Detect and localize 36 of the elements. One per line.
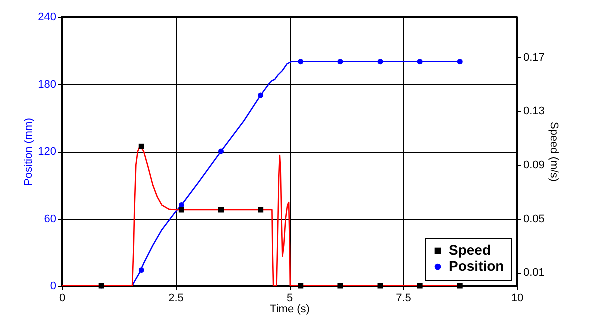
legend-label: Speed [449, 242, 492, 258]
x-tick-label: 7.5 [396, 292, 412, 304]
point [298, 59, 304, 65]
x-tick-label: 2.5 [168, 292, 184, 304]
x-tick-label: 5 [286, 292, 294, 304]
point [218, 148, 224, 154]
y2-tick-label: 0.05 [524, 213, 545, 226]
y-tick-label: 60 [44, 213, 56, 226]
point [298, 283, 304, 289]
y2-tick-label: 0.01 [524, 267, 545, 280]
point [258, 207, 264, 213]
point [138, 268, 144, 274]
y-axis-title: Position (mm) [23, 118, 36, 186]
y2-axis-title: Speed (m/s) [548, 122, 560, 182]
x-tick-label: 0 [59, 292, 66, 304]
y-tick-label: 120 [38, 146, 56, 158]
y-tick-label: 180 [38, 78, 56, 91]
y-tick-label: 0 [50, 280, 56, 292]
point [417, 283, 423, 289]
y2-tick-label: 0.17 [524, 52, 545, 64]
legend-label: Position [449, 258, 504, 274]
point [338, 283, 344, 289]
point [338, 59, 344, 65]
y-tick-label: 240 [38, 12, 56, 24]
point [457, 59, 463, 65]
x-axis-title: Time (s) [270, 304, 310, 316]
point [417, 59, 423, 65]
point [218, 207, 224, 213]
y2-tick-label: 0.09 [524, 159, 545, 172]
point [457, 283, 463, 289]
point [378, 59, 384, 65]
x-tick-label: 10 [511, 292, 524, 304]
point [258, 92, 264, 98]
point [138, 144, 144, 150]
point [178, 207, 184, 213]
y2-tick-label: 0.13 [524, 106, 545, 118]
